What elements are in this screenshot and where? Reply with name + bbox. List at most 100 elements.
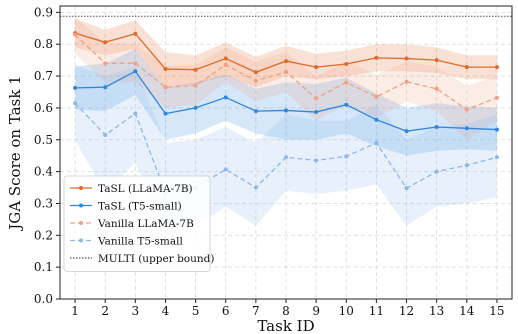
point-series-3-10 <box>374 140 379 145</box>
point-series-1-14 <box>494 127 499 132</box>
point-series-2-8 <box>314 96 319 101</box>
point-series-2-5 <box>223 62 228 67</box>
point-series-1-13 <box>464 126 469 131</box>
legend-marker-2 <box>79 221 83 225</box>
point-series-0-2 <box>133 31 138 36</box>
x-tick-label-3: 4 <box>162 304 170 318</box>
legend-label-1: TaSL (T5-small) <box>98 201 182 213</box>
point-series-3-0 <box>73 101 78 106</box>
band-series-1 <box>75 48 497 156</box>
point-series-0-13 <box>464 65 469 70</box>
y-axis-label: JGA Score on Task 1 <box>6 75 24 231</box>
point-series-3-2 <box>133 111 138 116</box>
point-series-2-13 <box>464 107 469 112</box>
x-tick-label-4: 5 <box>192 304 200 318</box>
x-tick-label-13: 14 <box>459 304 475 318</box>
y-tick-label-5: 0.5 <box>34 133 53 147</box>
legend-label-4: MULTI (upper bound) <box>98 253 214 265</box>
point-series-0-6 <box>253 70 258 75</box>
y-tick-label-0: 0.0 <box>34 292 53 306</box>
y-tick-label-8: 0.8 <box>34 37 53 51</box>
point-series-2-7 <box>284 69 288 74</box>
y-tick-label-4: 0.4 <box>34 165 53 179</box>
point-series-0-4 <box>193 67 198 72</box>
x-tick-label-10: 11 <box>369 304 384 318</box>
point-series-3-7 <box>284 155 288 160</box>
point-series-0-8 <box>314 65 319 70</box>
x-tick-label-11: 12 <box>399 304 414 318</box>
y-tick-label-6: 0.6 <box>34 101 53 115</box>
x-tick-label-2: 3 <box>132 304 140 318</box>
point-series-3-13 <box>464 163 469 168</box>
point-series-2-2 <box>133 61 138 66</box>
band-series-2 <box>75 17 497 140</box>
point-series-1-1 <box>103 85 108 90</box>
point-series-3-11 <box>404 186 409 191</box>
point-series-0-9 <box>344 61 349 66</box>
x-tick-label-0: 1 <box>71 304 79 318</box>
x-axis-label: Task ID <box>257 317 314 334</box>
point-series-0-7 <box>284 59 288 64</box>
point-series-3-1 <box>103 132 108 137</box>
legend-label-2: Vanilla LLaMA-7B <box>97 218 194 230</box>
point-series-2-12 <box>434 86 439 91</box>
point-series-2-1 <box>103 61 108 66</box>
legend-marker-0 <box>79 186 83 190</box>
point-series-1-11 <box>404 129 409 134</box>
legend-box <box>63 175 211 272</box>
x-tick-label-1: 2 <box>101 304 109 318</box>
point-series-1-12 <box>434 125 439 130</box>
point-series-2-3 <box>163 85 168 90</box>
point-series-0-3 <box>163 67 168 72</box>
x-tick-label-14: 15 <box>489 304 504 318</box>
point-series-1-6 <box>253 109 258 114</box>
point-series-3-6 <box>253 185 258 190</box>
y-tick-label-1: 0.1 <box>34 260 53 274</box>
point-series-2-0 <box>73 32 78 37</box>
point-series-1-3 <box>163 111 168 116</box>
point-series-2-9 <box>344 80 349 85</box>
point-series-1-10 <box>374 117 379 122</box>
point-series-3-9 <box>344 154 349 159</box>
point-series-0-14 <box>494 65 499 70</box>
point-series-2-10 <box>374 94 379 99</box>
legend-label-3: Vanilla T5-small <box>97 236 184 248</box>
point-series-3-12 <box>434 169 439 174</box>
legend-label-0: TaSL (LLaMA-7B) <box>98 183 193 195</box>
tick-labels: 0.00.10.20.30.40.50.60.70.80.91 2 3 4 5 6 7 8 9 1… <box>34 5 505 318</box>
y-tick-label-2: 0.2 <box>34 228 53 242</box>
y-tick-label-3: 0.3 <box>34 196 53 210</box>
axes <box>56 5 513 303</box>
x-tick-label-8: 9 <box>312 304 320 318</box>
point-series-0-10 <box>374 55 379 60</box>
point-series-3-5 <box>223 167 228 172</box>
point-series-1-8 <box>314 110 319 115</box>
x-tick-label-6: 7 <box>252 304 260 318</box>
point-series-1-4 <box>193 105 198 110</box>
band-series-0 <box>75 18 497 88</box>
y-tick-label-7: 0.7 <box>34 69 53 83</box>
legend-marker-1 <box>79 203 83 208</box>
x-tick-label-5: 6 <box>222 304 230 318</box>
x-tick-label-12: 13 <box>429 304 444 318</box>
point-series-1-0 <box>73 85 78 90</box>
point-series-2-14 <box>494 95 499 100</box>
x-tick-label-7: 8 <box>282 304 290 318</box>
x-tick-label-9: 10 <box>339 304 354 318</box>
point-series-2-6 <box>253 78 258 83</box>
series-lines <box>73 31 499 195</box>
legend-marker-3 <box>79 238 83 243</box>
point-series-0-12 <box>434 58 439 63</box>
legend: TaSL (LLaMA-7B) TaSL (T5-small) Vanilla LL… <box>63 175 214 272</box>
point-series-1-2 <box>133 69 138 74</box>
point-series-0-5 <box>223 56 228 61</box>
point-series-2-4 <box>193 83 198 88</box>
point-series-1-7 <box>284 108 288 113</box>
point-series-0-1 <box>103 40 108 45</box>
point-series-3-8 <box>314 158 319 163</box>
point-series-0-11 <box>404 56 409 61</box>
point-series-1-9 <box>344 102 349 107</box>
point-series-3-14 <box>494 155 499 160</box>
point-series-2-11 <box>404 79 409 84</box>
